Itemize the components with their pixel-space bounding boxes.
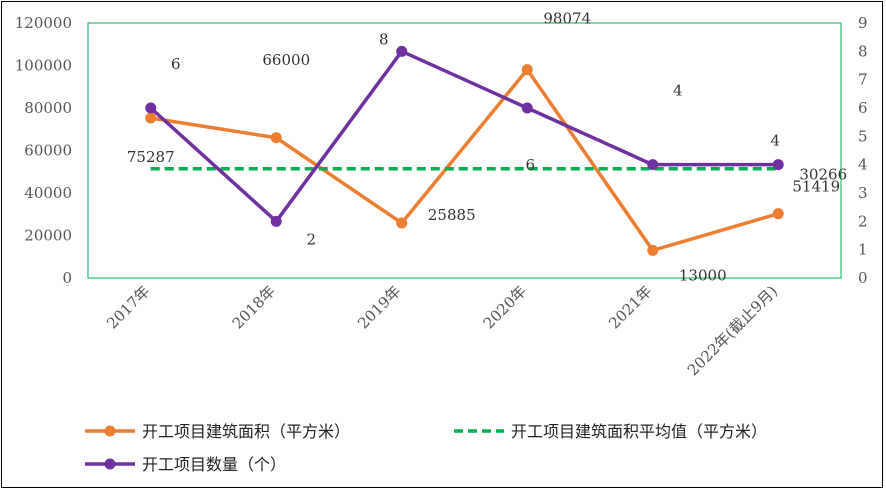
x-category-label: 2017年 [103,282,153,332]
x-category-label: 2021年 [605,282,655,332]
series-line-count [149,49,779,224]
legend: 开工项目建筑面积（平方米） 开工项目建筑面积平均值（平方米） 开工项目数量（个） [85,422,767,474]
area-marker [521,64,533,76]
plot-area [87,22,842,279]
y-left-tick-label: 40000 [24,184,72,202]
y-left-tick-label: 0 [62,269,72,287]
y-right-tick-label: 1 [858,241,868,259]
area-marker [647,244,659,256]
count-marker [270,215,282,227]
count-data-label: 2 [306,230,316,248]
left-axis: 0 20000 40000 60000 80000 100000 120000 [15,14,72,287]
y-left-tick-label: 20000 [24,227,72,245]
area-marker [270,132,282,144]
y-right-tick-label: 0 [858,269,868,287]
count-marker [396,45,408,57]
area-data-label: 30266 [799,166,847,184]
count-data-label: 4 [673,82,683,100]
area-data-label: 98074 [543,10,591,28]
x-category-label: 2022年(截止9月) [684,282,781,379]
x-category-label: 2018年 [229,282,279,332]
y-left-tick-label: 80000 [24,99,72,117]
area-data-label: 66000 [262,51,310,69]
y-left-tick-label: 60000 [24,142,72,160]
area-data-label: 13000 [679,266,727,284]
data-labels: 75287 66000 25885 98074 13000 30266 6 2 8 6 4 4 5141… [127,10,847,285]
y-right-tick-label: 7 [858,71,868,89]
y-right-tick-label: 4 [858,156,868,174]
count-marker [772,159,784,171]
series-line-area [150,67,779,253]
legend-label: 开工项目建筑面积（平方米） [142,422,350,441]
y-right-tick-label: 6 [858,99,868,117]
count-marker [647,159,659,171]
area-data-label: 75287 [127,148,175,166]
legend-item: 开工项目建筑面积（平方米） [85,422,350,441]
legend-label: 开工项目数量（个） [142,455,286,474]
legend-label: 开工项目建筑面积平均值（平方米） [511,422,767,441]
legend-marker [104,458,116,470]
area-marker [145,112,157,124]
x-category-label: 2020年 [480,282,530,332]
y-left-tick-label: 100000 [15,57,72,75]
count-data-label: 6 [525,156,535,174]
series-lines [149,49,779,253]
right-axis: 0 1 2 3 4 5 6 7 8 9 [858,14,868,287]
y-right-tick-label: 5 [858,127,868,145]
y-right-tick-label: 3 [858,184,868,202]
area-marker [396,217,408,229]
count-marker [145,102,157,114]
legend-item: 开工项目建筑面积平均值（平方米） [454,422,767,441]
count-marker [521,102,533,114]
count-data-label: 8 [379,30,389,48]
y-right-tick-label: 9 [858,14,868,32]
count-data-label: 6 [171,55,181,73]
count-data-label: 4 [770,132,780,150]
legend-marker [104,425,116,437]
legend-item: 开工项目数量（个） [85,455,286,474]
y-left-tick-label: 120000 [15,14,72,32]
y-right-tick-label: 8 [858,42,868,60]
area-data-label: 25885 [428,206,476,224]
y-right-tick-label: 2 [858,212,868,230]
x-category-label: 2019年 [354,282,404,332]
area-marker [772,208,784,220]
series-markers [145,45,784,256]
average-data-label: 51419 [792,178,840,196]
category-axis: 2017年 2018年 2019年 2020年 2021年 2022年(截止9月) [103,282,781,379]
